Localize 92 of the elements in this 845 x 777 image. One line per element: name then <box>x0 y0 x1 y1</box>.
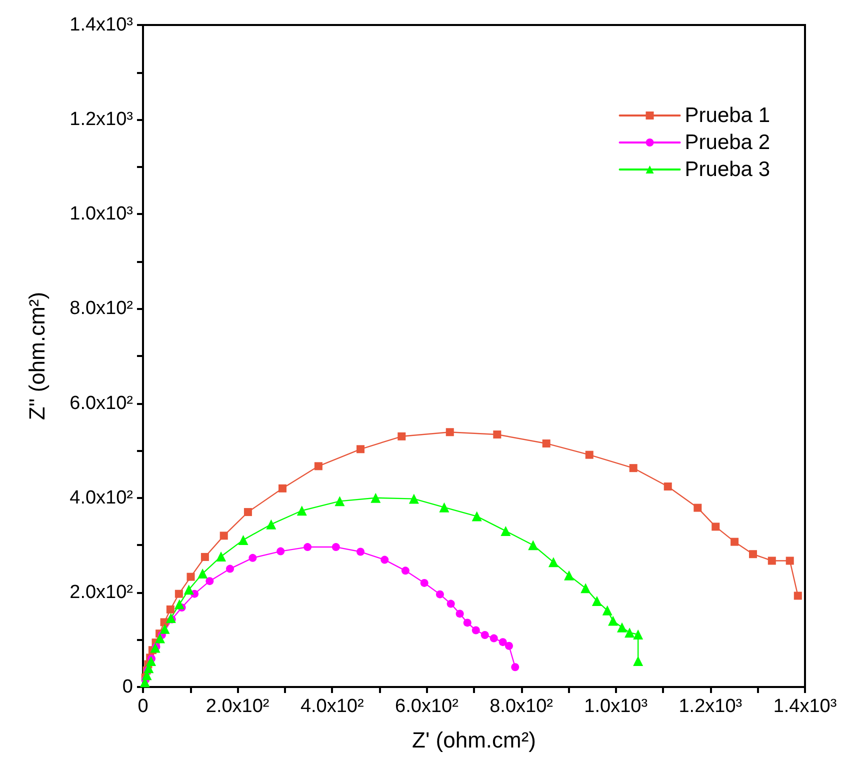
point <box>456 610 464 618</box>
y-tick-label: 1.2x10³ <box>70 109 133 130</box>
point <box>200 552 209 561</box>
x-tick-label: 0 <box>138 696 148 717</box>
point <box>580 583 591 594</box>
point <box>617 622 628 632</box>
point <box>160 624 170 634</box>
point <box>472 626 480 634</box>
point <box>633 630 644 640</box>
x-tick-label: 4.0x10² <box>300 696 364 717</box>
x-tick-label: 6.0x10² <box>395 696 458 717</box>
point <box>439 502 450 512</box>
point <box>184 584 194 595</box>
point <box>174 590 183 598</box>
point <box>712 522 720 531</box>
point <box>370 492 381 503</box>
point <box>238 534 248 545</box>
point <box>463 618 472 627</box>
point <box>602 605 612 616</box>
x-tick-label: 1.2x10³ <box>678 696 742 717</box>
point <box>244 508 252 516</box>
y-tick-label: 1.0x10³ <box>70 204 133 225</box>
point <box>401 566 410 575</box>
point <box>356 548 365 556</box>
point <box>198 568 208 579</box>
y-tick-label: 2.0x10² <box>70 582 133 603</box>
point <box>548 557 558 568</box>
point <box>748 550 757 558</box>
point <box>542 439 550 448</box>
legend-label: Prueba 1 <box>684 104 770 127</box>
y-axis-title: Z'' (ohm.cm²) <box>24 292 50 420</box>
legend-label: Prueba 3 <box>684 158 770 181</box>
point <box>629 464 638 472</box>
point <box>633 656 644 666</box>
point <box>332 543 340 552</box>
y-tick-label: 6.0x10² <box>70 392 133 414</box>
point <box>694 504 702 512</box>
point <box>296 506 307 516</box>
point <box>334 496 345 506</box>
point <box>276 547 285 556</box>
point <box>564 570 574 580</box>
point <box>608 616 618 626</box>
point <box>155 633 166 644</box>
x-tick-label: 1.0x10³ <box>584 696 648 717</box>
point <box>186 572 195 581</box>
point <box>278 484 286 492</box>
x-tick-label: 1.4x10³ <box>773 696 837 717</box>
point <box>490 634 498 642</box>
point <box>493 430 502 438</box>
point <box>174 599 184 610</box>
point <box>585 450 594 459</box>
point <box>420 578 428 587</box>
legend-label: Prueba 2 <box>684 131 770 154</box>
point <box>446 600 455 608</box>
point <box>446 428 454 436</box>
point <box>528 540 538 550</box>
point <box>472 511 482 522</box>
y-tick-label: 8.0x10² <box>70 298 133 320</box>
point <box>146 656 156 666</box>
point <box>206 577 214 586</box>
point <box>226 564 234 573</box>
point <box>786 556 794 565</box>
point <box>436 590 444 598</box>
point <box>408 494 419 504</box>
point <box>498 638 507 646</box>
point <box>500 526 511 536</box>
x-tick-label: 2.0x10² <box>206 696 270 717</box>
point <box>380 556 389 564</box>
point <box>248 554 257 562</box>
point <box>730 538 739 546</box>
point <box>624 628 635 638</box>
x-tick-label: 8.0x10² <box>490 696 553 717</box>
point <box>266 519 276 530</box>
x-axis-title: Z' (ohm.cm²) <box>412 728 536 752</box>
point <box>480 630 489 639</box>
y-tick-label: 1.4x10³ <box>70 14 133 36</box>
point <box>592 596 602 606</box>
point <box>220 532 228 540</box>
point <box>398 432 406 440</box>
point <box>314 462 322 470</box>
point <box>794 592 802 600</box>
point <box>511 663 520 672</box>
y-tick-label: 4.0x10² <box>70 487 133 508</box>
point <box>166 605 174 614</box>
point <box>304 543 312 552</box>
point <box>216 551 226 562</box>
point <box>505 642 513 650</box>
point <box>664 482 672 491</box>
point <box>166 612 176 623</box>
point <box>356 445 365 454</box>
point <box>768 556 776 565</box>
y-tick-label: 0 <box>122 676 133 698</box>
